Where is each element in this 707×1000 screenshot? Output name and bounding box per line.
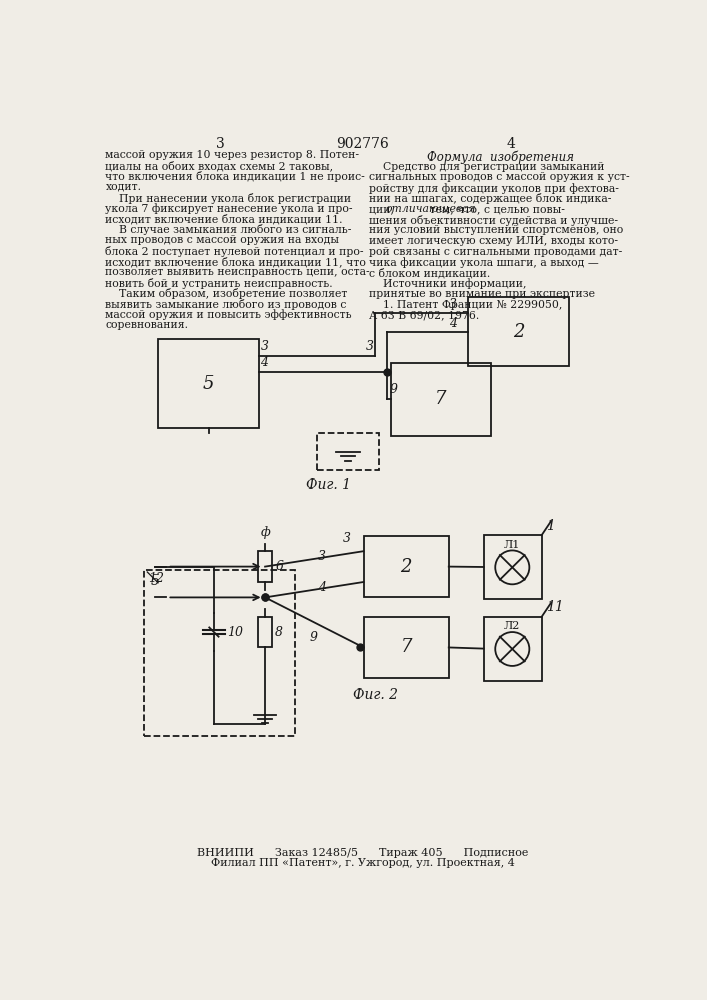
Text: сигнальных проводов с массой оружия к уст-: сигнальных проводов с массой оружия к ус… (369, 172, 629, 182)
Text: укола 7 фиксирует нанесение укола и про-: укола 7 фиксирует нанесение укола и про- (105, 203, 353, 214)
Text: ных проводов с массой оружия на входы: ных проводов с массой оружия на входы (105, 235, 339, 245)
Text: ВНИИПИ      Заказ 12485/5      Тираж 405      Подписное: ВНИИПИ Заказ 12485/5 Тираж 405 Подписное (197, 848, 528, 858)
Text: рой связаны с сигнальными проводами дат-: рой связаны с сигнальными проводами дат- (369, 247, 622, 257)
Bar (363, 536, 449, 597)
Text: ройству для фиксации уколов при фехтова-: ройству для фиксации уколов при фехтова- (369, 183, 619, 194)
Text: 3: 3 (216, 137, 225, 151)
Text: исходит включение блока индикации 11, что: исходит включение блока индикации 11, чт… (105, 256, 366, 267)
Bar (258, 551, 272, 582)
Text: 5: 5 (151, 574, 159, 588)
Text: 4: 4 (317, 581, 326, 594)
Text: 8: 8 (275, 626, 283, 639)
Text: принятые во внимание при экспертизе: принятые во внимание при экспертизе (369, 289, 595, 299)
Text: Источники информации,: Источники информации, (369, 278, 527, 289)
Text: Л2: Л2 (504, 621, 520, 631)
Text: 1: 1 (546, 519, 554, 533)
Text: В случае замыкания любого из сигналь-: В случае замыкания любого из сигналь- (105, 224, 352, 235)
Text: ния условий выступлений спортсменов, оно: ния условий выступлений спортсменов, оно (369, 225, 623, 235)
Text: чика фиксации укола шпаги, а выход —: чика фиксации укола шпаги, а выход — (369, 257, 599, 268)
Text: 3: 3 (366, 340, 373, 353)
Bar (363, 617, 449, 678)
Text: соревнования.: соревнования. (105, 320, 189, 330)
Text: 5: 5 (203, 375, 214, 393)
Text: имеет логическую схему ИЛИ, входы кото-: имеет логическую схему ИЛИ, входы кото- (369, 236, 618, 246)
Text: 1. Патент Франции № 2299050,: 1. Патент Франции № 2299050, (369, 300, 562, 310)
Text: 11: 11 (546, 600, 563, 614)
Text: новить бой и устранить неисправность.: новить бой и устранить неисправность. (105, 278, 333, 289)
Text: 12: 12 (148, 572, 164, 585)
Text: Л1: Л1 (504, 540, 520, 550)
Text: отличающееся: отличающееся (385, 204, 477, 214)
Text: массой оружия и повысить эффективность: массой оружия и повысить эффективность (105, 309, 352, 320)
Text: 3: 3 (449, 298, 457, 311)
Text: 2: 2 (513, 323, 525, 341)
Bar (391, 363, 491, 436)
Text: 7: 7 (400, 638, 412, 656)
Text: 3: 3 (260, 340, 269, 353)
Text: Формула  изобретения: Формула изобретения (427, 150, 574, 164)
Text: 4: 4 (260, 356, 269, 369)
Text: 3: 3 (343, 532, 351, 545)
Bar (144, 570, 296, 736)
Text: Филиал ПП «Патент», г. Ужгород, ул. Проектная, 4: Филиал ПП «Патент», г. Ужгород, ул. Прое… (211, 858, 515, 868)
Text: Средство для регистрации замыканий: Средство для регистрации замыканий (369, 162, 604, 172)
Text: 902776: 902776 (337, 137, 389, 151)
Text: выявить замыкание любого из проводов с: выявить замыкание любого из проводов с (105, 299, 347, 310)
Text: Таким образом, изобретение позволяет: Таким образом, изобретение позволяет (105, 288, 348, 299)
Text: ф: ф (260, 526, 270, 539)
Text: с блоком индикации.: с блоком индикации. (369, 268, 490, 278)
Text: ции,: ции, (369, 204, 397, 214)
Text: 7: 7 (436, 390, 447, 408)
Bar (468, 297, 569, 366)
Text: 6: 6 (275, 560, 283, 573)
Text: 4: 4 (506, 137, 515, 151)
Text: 3: 3 (317, 550, 326, 563)
Text: тем, что, с целью повы-: тем, что, с целью повы- (426, 204, 565, 214)
Text: 2: 2 (400, 558, 412, 576)
Text: При нанесении укола блок регистрации: При нанесении укола блок регистрации (105, 193, 351, 204)
Text: 10: 10 (227, 626, 243, 639)
Text: Фиг. 2: Фиг. 2 (353, 688, 397, 702)
Text: нии на шпагах, содержащее блок индика-: нии на шпагах, содержащее блок индика- (369, 193, 612, 204)
Text: 9: 9 (310, 631, 318, 644)
Text: циалы на обоих входах схемы 2 таковы,: циалы на обоих входах схемы 2 таковы, (105, 161, 334, 171)
Bar (484, 617, 542, 681)
Text: блока 2 поступает нулевой потенциал и про-: блока 2 поступает нулевой потенциал и пр… (105, 246, 364, 257)
Bar (258, 617, 272, 647)
Text: А 63 В 69/02, 1976.: А 63 В 69/02, 1976. (369, 310, 479, 320)
Text: массой оружия 10 через резистор 8. Потен-: массой оружия 10 через резистор 8. Потен… (105, 150, 359, 160)
Text: исходит включение блока индикации 11.: исходит включение блока индикации 11. (105, 214, 343, 224)
Text: что включения блока индикации 1 не проис-: что включения блока индикации 1 не проис… (105, 171, 366, 182)
Bar (158, 339, 259, 428)
Text: 4: 4 (449, 317, 457, 330)
Text: шения объективности судейства и улучше-: шения объективности судейства и улучше- (369, 215, 618, 226)
Text: 9: 9 (390, 383, 398, 396)
Text: Фиг. 1: Фиг. 1 (306, 478, 351, 492)
Bar (317, 433, 379, 470)
Text: позволяет выявить неисправность цепи, оста-: позволяет выявить неисправность цепи, ос… (105, 267, 370, 277)
Text: ходит.: ходит. (105, 182, 141, 192)
Bar (484, 535, 542, 599)
